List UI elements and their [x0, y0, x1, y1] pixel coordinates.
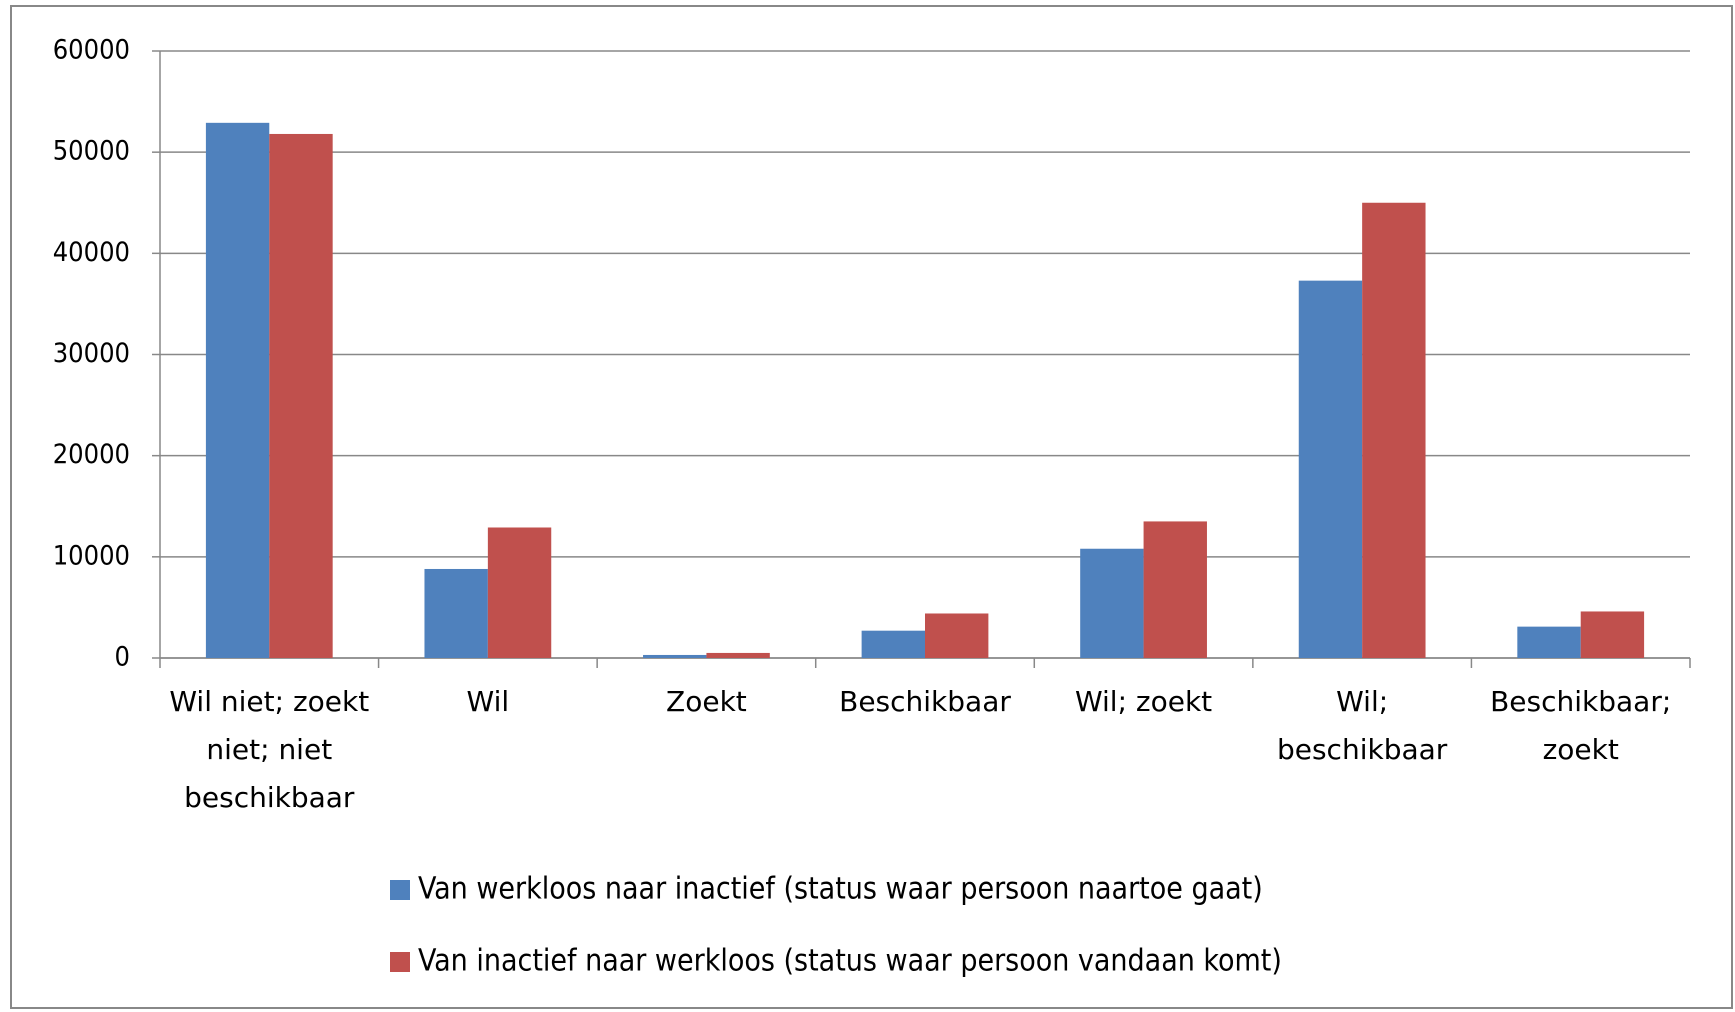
y-tick-label: 10000 [53, 540, 130, 571]
x-tick-label: Wil; zoekt [1074, 685, 1213, 718]
legend-label: Van inactief naar werkloos (status waar … [418, 944, 1282, 979]
bar [205, 122, 270, 659]
bar [861, 630, 925, 658]
bar [1580, 611, 1645, 658]
y-tick-label: 60000 [53, 35, 130, 66]
bar [1080, 548, 1144, 658]
y-tick-label: 50000 [53, 136, 130, 167]
x-tick-label: Zoekt [666, 685, 747, 718]
x-tick-label: Wil niet; zoekt niet; niet beschikbaar [169, 685, 370, 814]
legend-swatch [390, 952, 410, 972]
x-tick-label: Wil; beschikbaar [1276, 685, 1448, 766]
y-tick-label: 30000 [53, 338, 130, 369]
x-tick-label: Wil [466, 685, 510, 718]
bar [1362, 202, 1426, 658]
bar [424, 568, 488, 658]
x-tick-label: Beschikbaar [839, 685, 1011, 718]
bar [643, 654, 707, 658]
legend-swatch [390, 880, 410, 900]
y-tick-label: 20000 [53, 439, 130, 470]
y-tick-label: 40000 [53, 237, 130, 268]
bar [487, 527, 552, 658]
y-tick-label: 0 [115, 642, 130, 673]
bar [1517, 626, 1581, 658]
bar [269, 133, 333, 658]
bar [1298, 280, 1363, 658]
bar [925, 613, 989, 658]
legend-label: Van werkloos naar inactief (status waar … [418, 872, 1263, 907]
bar [706, 652, 770, 658]
bar [1143, 521, 1207, 658]
x-tick-label: Beschikbaar; zoekt [1490, 685, 1672, 766]
